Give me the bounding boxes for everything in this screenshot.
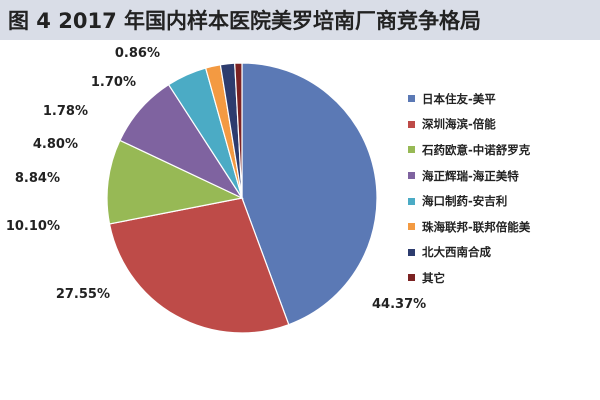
pie-data-label: 4.80% xyxy=(33,137,78,152)
legend-label: 石药欧意-中诺舒罗克 xyxy=(422,142,531,157)
legend-swatch xyxy=(408,146,415,154)
legend-label: 其它 xyxy=(422,270,445,285)
legend-swatch xyxy=(408,223,415,231)
legend-label: 北大西南合成 xyxy=(422,245,491,260)
legend-item: 珠海联邦-联邦倍能美 xyxy=(408,214,598,240)
legend-label: 珠海联邦-联邦倍能美 xyxy=(422,219,531,234)
legend-swatch xyxy=(408,197,415,205)
title-bar: 图 4 2017 年国内样本医院美罗培南厂商竞争格局 xyxy=(0,0,600,40)
legend-swatch xyxy=(408,248,415,256)
legend-swatch xyxy=(408,120,415,128)
legend-item: 海口制药-安吉利 xyxy=(408,188,598,214)
legend-item: 石药欧意-中诺舒罗克 xyxy=(408,137,598,163)
chart-title: 图 4 2017 年国内样本医院美罗培南厂商竞争格局 xyxy=(8,9,481,33)
legend-swatch xyxy=(408,274,415,282)
legend-label: 海正辉瑞-海正美特 xyxy=(422,168,519,183)
pie-slice xyxy=(106,139,244,225)
pie-data-label: 0.86% xyxy=(115,46,160,61)
legend-item: 深圳海滨-倍能 xyxy=(408,112,598,138)
legend-label: 日本住友-美平 xyxy=(422,91,496,106)
legend-item: 日本住友-美平 xyxy=(408,86,598,112)
legend-label: 海口制药-安吉利 xyxy=(422,194,508,209)
pie-data-labels: 44.37% 27.55% 10.10% 8.84% 4.80% 1.78%1.70% 0.… xyxy=(6,46,426,312)
legend-item: 北大西南合成 xyxy=(408,240,598,266)
pie-chart: 44.37% 27.55% 10.10% 8.84% 4.80% 1.78%1.70% 0.… xyxy=(6,46,426,334)
legend-swatch xyxy=(408,95,415,103)
legend-label: 深圳海滨-倍能 xyxy=(422,117,496,132)
legend-item: 海正辉瑞-海正美特 xyxy=(408,163,598,189)
pie-data-label: 27.55% xyxy=(56,287,110,302)
legend-swatch xyxy=(408,172,415,180)
legend-item: 其它 xyxy=(408,265,598,291)
pie-slice xyxy=(234,62,243,199)
pie-slice xyxy=(241,62,378,326)
pie-data-label: 1.78% xyxy=(43,104,88,119)
pie-data-label: 8.84% xyxy=(15,171,60,186)
pie-data-label: 10.10% xyxy=(6,219,60,234)
chart-legend: 日本住友-美平 深圳海滨-倍能石药欧意-中诺舒罗克 海正辉瑞-海正美特 海口制药-安吉… xyxy=(408,86,598,291)
pie-data-label: 1.70% xyxy=(91,75,136,90)
pie-slices xyxy=(106,62,378,334)
pie-slice xyxy=(108,197,290,334)
pie-data-label: 44.37% xyxy=(372,297,426,312)
